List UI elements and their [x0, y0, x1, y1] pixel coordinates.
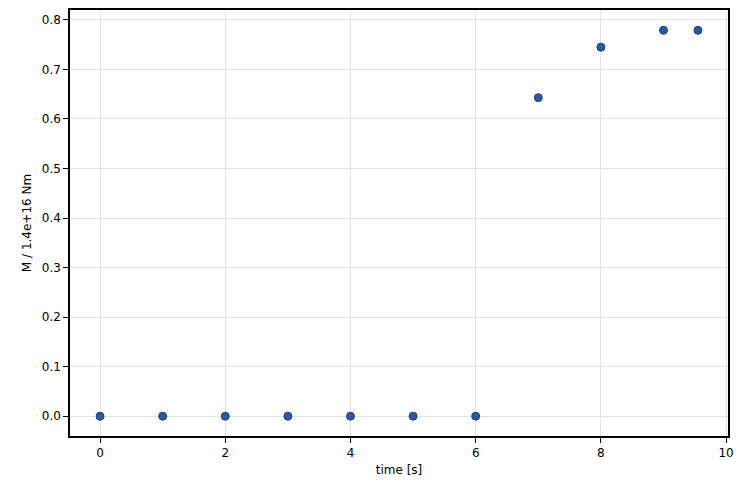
- svg-text:0: 0: [96, 446, 104, 460]
- svg-text:0.1: 0.1: [42, 360, 61, 374]
- svg-text:6: 6: [472, 446, 480, 460]
- svg-text:time [s]: time [s]: [376, 463, 423, 477]
- svg-text:0.7: 0.7: [42, 63, 61, 77]
- svg-text:M / 1.4e+16 Nm: M / 1.4e+16 Nm: [20, 174, 34, 272]
- svg-text:4: 4: [347, 446, 355, 460]
- svg-text:0.0: 0.0: [42, 409, 61, 423]
- svg-text:10: 10: [718, 446, 733, 460]
- svg-text:0.3: 0.3: [42, 261, 61, 275]
- svg-text:0.8: 0.8: [42, 13, 61, 27]
- svg-text:8: 8: [597, 446, 605, 460]
- svg-text:0.5: 0.5: [42, 162, 61, 176]
- svg-text:0.6: 0.6: [42, 112, 61, 126]
- svg-text:0.4: 0.4: [42, 211, 61, 225]
- svg-text:2: 2: [221, 446, 229, 460]
- svg-text:0.2: 0.2: [42, 310, 61, 324]
